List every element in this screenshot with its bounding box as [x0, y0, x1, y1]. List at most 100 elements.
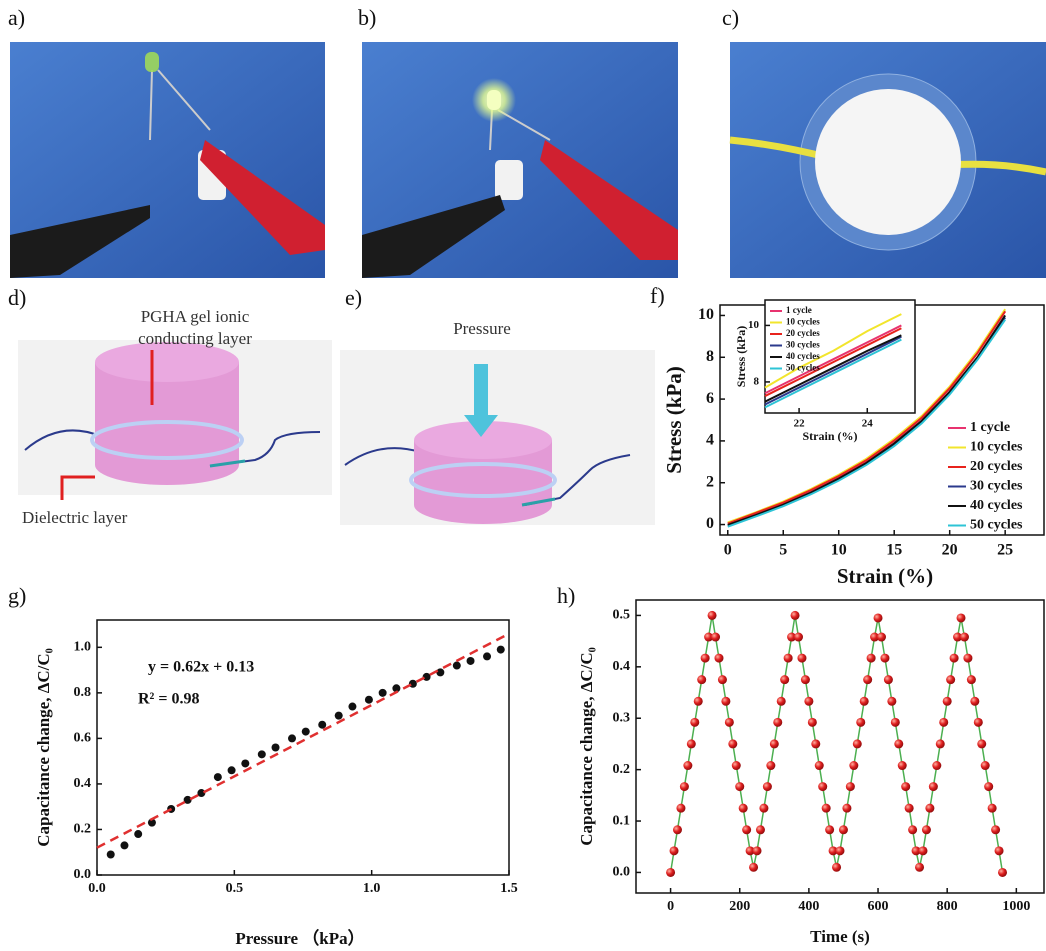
data-point [707, 610, 717, 620]
data-point [832, 862, 842, 872]
y-tick-label: 0.4 [613, 659, 631, 674]
y-tick-label: 0 [706, 515, 714, 532]
data-point [147, 818, 156, 827]
x-tick-label: 0.0 [88, 881, 106, 896]
data-point [213, 773, 222, 782]
annotation: y = 0.62x + 0.13 [148, 659, 254, 676]
diagram-label: Pressure [453, 319, 511, 338]
y-tick-label: 1.0 [74, 640, 92, 655]
data-point [483, 652, 492, 661]
legend-label: 20 cycles [970, 459, 1023, 474]
data-point [800, 675, 810, 685]
legend-label: 40 cycles [970, 498, 1023, 513]
data-point [759, 803, 769, 813]
panel-label: f) [650, 283, 665, 308]
data-point [890, 717, 900, 727]
data-point [669, 846, 679, 856]
data-point [731, 761, 741, 771]
panel-label: c) [722, 5, 739, 30]
legend-label: 20 cycles [786, 328, 820, 338]
data-point [925, 803, 935, 813]
legend-label: 50 cycles [970, 518, 1023, 533]
x-tick-label: 22 [794, 418, 806, 430]
legend-label: 40 cycles [786, 351, 820, 361]
data-point [863, 675, 873, 685]
data-point [939, 717, 949, 727]
panel-label: e) [345, 285, 362, 310]
data-point [797, 653, 807, 663]
data-point [911, 846, 921, 856]
data-point [838, 825, 848, 835]
data-point [818, 782, 828, 792]
diagram-label: PGHA gel ionic [141, 307, 250, 326]
panel-label: h) [557, 583, 575, 608]
x-tick-label: 15 [886, 542, 902, 559]
x-tick-label: 0 [667, 899, 674, 914]
series-line [764, 313, 902, 389]
data-point [749, 862, 759, 872]
data-point [880, 653, 890, 663]
plot-area [635, 599, 1045, 894]
data-point [901, 782, 911, 792]
x-tick-label: 10 [831, 542, 847, 559]
series-line [764, 335, 902, 406]
y-tick-label: 8 [754, 375, 760, 387]
legend-label: 1 cycle [786, 305, 812, 315]
data-point [783, 653, 793, 663]
data-point [334, 711, 343, 720]
data-point [973, 717, 983, 727]
diagram-label: conducting layer [138, 329, 252, 348]
x-axis-label: Strain (%) [803, 429, 858, 443]
data-point [980, 761, 990, 771]
data-point [301, 727, 310, 736]
data-point [735, 782, 745, 792]
data-point [745, 846, 755, 856]
data-point [821, 803, 831, 813]
data-point [755, 825, 765, 835]
data-point [987, 803, 997, 813]
data-point [908, 825, 918, 835]
data-point [825, 825, 835, 835]
series-line [764, 338, 902, 409]
series-line [727, 314, 1006, 526]
data-point [904, 803, 914, 813]
data-point [773, 717, 783, 727]
legend-label: 30 cycles [970, 479, 1023, 494]
data-point [752, 846, 762, 856]
data-point [714, 653, 724, 663]
x-tick-label: 0.5 [226, 881, 244, 896]
data-point [697, 675, 707, 685]
data-point [991, 825, 1001, 835]
data-point [241, 759, 250, 768]
data-point [859, 696, 869, 706]
data-point [780, 675, 790, 685]
data-point [776, 696, 786, 706]
legend-label: 30 cycles [786, 340, 820, 350]
data-point [496, 645, 505, 654]
y-tick-label: 4 [706, 432, 714, 449]
data-point [807, 717, 817, 727]
data-point [845, 782, 855, 792]
x-tick-label: 0 [724, 542, 732, 559]
legend-label: 1 cycle [970, 420, 1010, 435]
data-point [963, 653, 973, 663]
data-point [956, 613, 966, 623]
data-point [422, 672, 431, 681]
data-point [134, 830, 143, 839]
data-point [738, 803, 748, 813]
x-tick-label: 25 [997, 542, 1013, 559]
data-point [928, 782, 938, 792]
x-axis-label: Strain (%) [837, 564, 933, 588]
data-point [257, 750, 266, 759]
y-tick-label: 0.4 [74, 776, 92, 791]
data-point [704, 632, 714, 642]
data-point [364, 695, 373, 704]
data-point [970, 696, 980, 706]
data-point [918, 846, 928, 856]
data-point [915, 862, 925, 872]
data-point [994, 846, 1004, 856]
y-tick-label: 10 [748, 319, 760, 331]
diagram-e [340, 350, 655, 525]
x-tick-label: 200 [729, 899, 750, 914]
